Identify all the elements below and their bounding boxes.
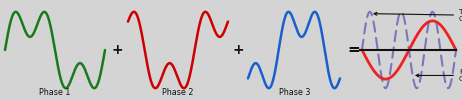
Text: +: +	[111, 43, 123, 57]
Text: Phase 3: Phase 3	[280, 88, 310, 97]
Text: +: +	[232, 43, 244, 57]
Text: Phase 2: Phase 2	[162, 88, 194, 97]
Text: Phase 1: Phase 1	[39, 88, 71, 97]
Text: Fundamental
Current: Fundamental Current	[416, 69, 462, 82]
Text: Total Neutral
Current: Total Neutral Current	[374, 9, 462, 22]
Text: =: =	[347, 42, 360, 58]
